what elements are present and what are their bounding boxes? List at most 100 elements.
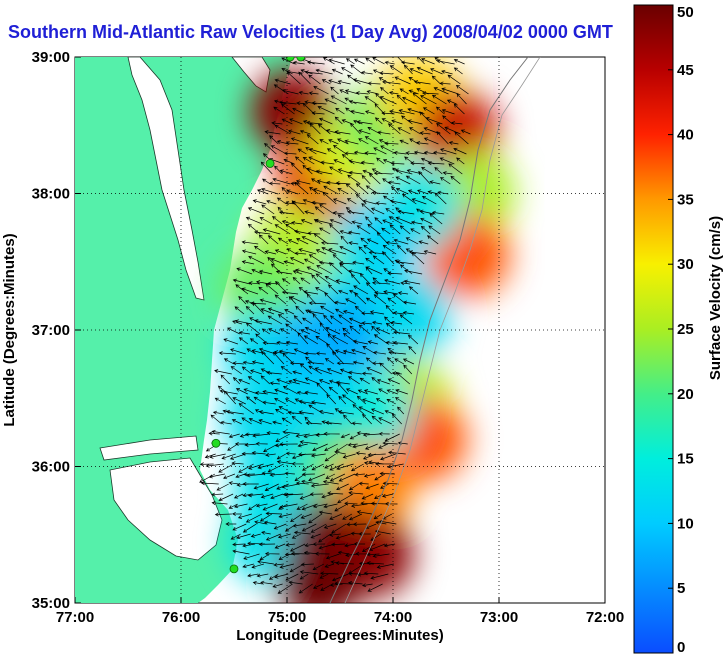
velocity-arrow: [303, 335, 319, 345]
velocity-arrow: [354, 472, 365, 477]
velocity-arrow: [285, 573, 299, 581]
velocity-arrow: [371, 280, 391, 285]
velocity-arrow: [315, 249, 327, 255]
velocity-arrow: [310, 533, 321, 539]
velocity-arrow: [291, 461, 304, 466]
y-tick-label: 38:00: [32, 186, 70, 203]
velocity-arrow: [375, 92, 387, 105]
velocity-arrow: [363, 461, 374, 466]
velocity-arrow: [268, 181, 281, 186]
velocity-arrow: [366, 561, 384, 565]
velocity-arrow: [322, 57, 335, 65]
velocity-arrow: [214, 369, 232, 375]
velocity-arrow: [281, 103, 295, 115]
velocity-arrow: [211, 500, 228, 505]
velocity-arrow: [295, 268, 313, 275]
velocity-arrow: [331, 573, 349, 582]
velocity-arrow: [367, 583, 383, 592]
velocity-arrow: [390, 161, 405, 166]
velocity-arrow: [361, 371, 372, 376]
velocity-arrow: [371, 320, 383, 325]
velocity-arrow: [323, 503, 338, 509]
velocity-arrow: [199, 473, 216, 483]
y-axis: 35:00 36:00 37:00 38:00 39:00: [32, 49, 81, 612]
velocity-arrow: [427, 235, 439, 245]
velocity-arrow: [292, 523, 307, 528]
velocity-arrow: [208, 473, 225, 479]
velocity-arrow: [307, 60, 325, 65]
velocity-arrow: [296, 390, 308, 395]
velocity-arrow: [379, 71, 393, 76]
velocity-arrow: [365, 110, 375, 115]
velocity-arrow: [393, 330, 410, 335]
velocity-arrow: [407, 189, 419, 195]
velocity-arrow: [393, 238, 409, 245]
velocity-arrow: [298, 90, 309, 95]
velocity-arrow: [241, 260, 255, 265]
velocity-arrow: [382, 219, 393, 225]
velocity-arrow: [241, 287, 259, 295]
velocity-arrow: [339, 245, 357, 255]
velocity-arrow: [285, 340, 298, 345]
velocity-arrow: [261, 350, 275, 365]
velocity-arrow: [293, 348, 307, 355]
velocity-arrow: [446, 99, 457, 105]
velocity-arrow: [241, 417, 252, 425]
velocity-arrow: [351, 421, 362, 426]
velocity-arrow: [373, 171, 393, 176]
velocity-arrow: [331, 68, 343, 75]
velocity-arrow: [228, 433, 240, 439]
velocity-arrow: [362, 398, 376, 405]
velocity-arrow: [436, 59, 455, 65]
velocity-arrow: [448, 140, 459, 145]
velocity-arrow: [312, 503, 328, 509]
velocity-arrow: [365, 483, 379, 490]
velocity-arrow: [385, 240, 399, 245]
velocity-arrow: [431, 75, 441, 85]
velocity-arrow: [380, 453, 396, 461]
velocity-arrow: [334, 300, 347, 305]
velocity-arrow: [294, 181, 309, 195]
velocity-arrow: [209, 453, 226, 459]
velocity-arrow: [358, 138, 369, 145]
velocity-arrow: [233, 503, 248, 509]
velocity-arrow: [279, 503, 298, 509]
velocity-arrow: [365, 297, 377, 305]
velocity-arrow: [272, 583, 283, 588]
velocity-arrow: [376, 563, 394, 569]
velocity-arrow: [454, 131, 469, 145]
velocity-arrow: [276, 459, 294, 465]
velocity-arrow: [311, 101, 327, 106]
x-tick-label: 76:00: [162, 609, 200, 626]
velocity-arrow: [358, 406, 374, 415]
velocity-arrow: [204, 453, 216, 459]
velocity-arrow: [331, 335, 349, 345]
velocity-arrow: [295, 305, 305, 315]
velocity-arrow: [365, 257, 375, 265]
colorbar-tick-label: 0: [677, 639, 685, 656]
velocity-arrow: [384, 409, 394, 415]
velocity-arrow: [230, 348, 247, 355]
velocity-arrow: [348, 99, 367, 105]
colorbar-tick-label: 20: [677, 386, 694, 403]
velocity-arrow: [380, 87, 389, 95]
velocity-arrow: [434, 167, 443, 175]
velocity-arrow: [253, 483, 269, 490]
velocity-arrow: [245, 322, 261, 335]
velocity-arrow: [368, 173, 381, 185]
velocity-arrow: [420, 225, 431, 235]
velocity-arrow: [402, 358, 415, 365]
velocity-arrow: [328, 248, 347, 255]
velocity-arrow: [335, 181, 351, 186]
velocity-arrow: [395, 188, 409, 195]
velocity-arrow: [356, 225, 371, 235]
velocity-arrow: [368, 543, 386, 551]
velocity-arrow: [336, 463, 354, 471]
velocity-arrow: [447, 74, 461, 85]
velocity-arrow: [367, 81, 381, 86]
velocity-arrow: [258, 269, 273, 275]
velocity-arrow: [341, 154, 355, 165]
velocity-arrow: [360, 160, 375, 165]
velocity-arrow: [290, 162, 303, 175]
